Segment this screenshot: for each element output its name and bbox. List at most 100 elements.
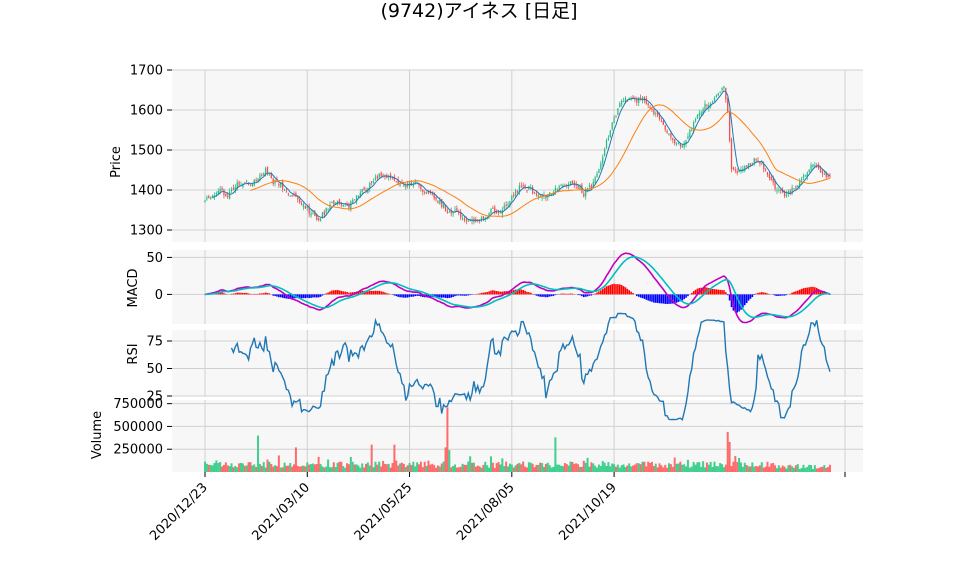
candle-body xyxy=(397,179,399,185)
candle-body xyxy=(518,185,521,193)
macd-hist-bar xyxy=(225,293,227,295)
macd-hist-bar xyxy=(806,287,809,295)
volume-bar xyxy=(793,467,796,472)
volume-bar xyxy=(429,464,432,472)
candle-body xyxy=(645,98,647,104)
volume-bar xyxy=(565,464,568,472)
macd-hist-bar xyxy=(386,293,388,295)
volume-bar xyxy=(596,467,599,472)
grid-layer xyxy=(172,69,863,472)
volume-bar xyxy=(766,461,769,472)
volume-bar xyxy=(813,465,816,472)
volume-bar xyxy=(632,465,635,472)
candle-body xyxy=(532,186,534,194)
macd-hist-bar xyxy=(785,294,788,296)
signal-line xyxy=(204,256,831,319)
volume-bar xyxy=(800,468,803,472)
candle-body xyxy=(617,108,619,115)
candle-body xyxy=(524,185,526,189)
candle-body xyxy=(204,200,206,203)
macd-hist-bar xyxy=(367,291,369,295)
volume-bar xyxy=(308,464,311,472)
candle-body xyxy=(460,211,462,218)
candle-body xyxy=(704,103,706,110)
macd-hist-bar xyxy=(569,293,572,295)
macd-hist-bar xyxy=(624,287,627,295)
macd-hist-bar xyxy=(348,292,350,295)
macd-hist-bar xyxy=(401,294,403,298)
volume-bar xyxy=(704,467,706,472)
volume-bar xyxy=(656,467,659,472)
macd-hist-bar xyxy=(234,293,237,295)
volume-bar xyxy=(357,465,360,472)
candle-body xyxy=(757,160,759,163)
candle-body xyxy=(403,185,405,187)
volume-bar xyxy=(446,407,449,472)
macd-hist-bar xyxy=(658,294,661,304)
volume-bar xyxy=(561,466,564,472)
volume-bar xyxy=(582,460,585,472)
volume-bar xyxy=(599,466,602,472)
candle-body xyxy=(372,181,375,183)
macd-hist-bar xyxy=(238,292,240,295)
macd-hist-bar xyxy=(372,290,375,295)
candle-body xyxy=(539,195,541,197)
macd-hist-bar xyxy=(641,294,644,299)
macd-hist-bar xyxy=(683,294,685,300)
volume-bar xyxy=(472,462,475,472)
candle-body xyxy=(418,183,420,186)
volume-bar xyxy=(535,464,538,472)
macd-hist-bar xyxy=(562,293,564,295)
candle-body xyxy=(505,204,507,206)
candle-body xyxy=(730,139,733,170)
macd-hist-bar xyxy=(728,294,731,301)
volume-bar xyxy=(543,466,546,472)
volume-bar xyxy=(531,463,534,472)
volume-bar xyxy=(296,465,299,472)
macd-hist-bar xyxy=(403,294,405,298)
volume-bar xyxy=(573,463,576,472)
macd-hist-bar xyxy=(581,294,583,297)
ytick-label: 1300 xyxy=(130,224,163,239)
candle-body xyxy=(526,190,528,192)
volume-bar xyxy=(647,461,650,472)
candle-body xyxy=(647,103,649,106)
volume-bar xyxy=(359,467,362,472)
volume-bar xyxy=(671,466,674,472)
candle-body xyxy=(469,220,471,222)
macd-panel xyxy=(172,250,863,324)
macd-hist-bar xyxy=(404,294,407,298)
volume-bar xyxy=(408,463,411,472)
candle-body xyxy=(507,204,509,206)
macd-hist-bar xyxy=(789,293,792,295)
macd-hist-bar xyxy=(291,294,293,299)
volume-bar xyxy=(739,462,742,472)
volume-bar xyxy=(393,444,396,472)
volume-bar xyxy=(340,461,343,472)
macd-hist-bar xyxy=(476,293,479,295)
volume-bar xyxy=(556,464,559,472)
candle-body xyxy=(299,199,301,203)
candle-body xyxy=(251,183,253,187)
candle-body xyxy=(210,196,212,199)
volume-bar xyxy=(342,466,345,472)
volume-bar xyxy=(315,464,318,472)
macd-hist-bar xyxy=(488,291,490,295)
candle-body xyxy=(380,172,382,177)
volume-bar xyxy=(346,463,349,472)
volume-bar xyxy=(255,466,258,472)
macd-hist-bar xyxy=(261,293,263,295)
macd-hist-bar xyxy=(242,292,244,295)
candle-body xyxy=(361,189,363,193)
macd-hist-bar xyxy=(245,292,248,295)
volume-bar xyxy=(626,465,629,472)
macd-hist-bar xyxy=(736,294,738,313)
candle-body xyxy=(814,165,816,167)
volume-bar xyxy=(726,431,729,472)
volume-bar xyxy=(817,468,820,472)
candle-body xyxy=(331,201,333,203)
macd-hist-bar xyxy=(662,294,665,304)
candle-body xyxy=(249,184,252,186)
volume-bars xyxy=(204,407,831,472)
candle-body xyxy=(780,189,782,192)
